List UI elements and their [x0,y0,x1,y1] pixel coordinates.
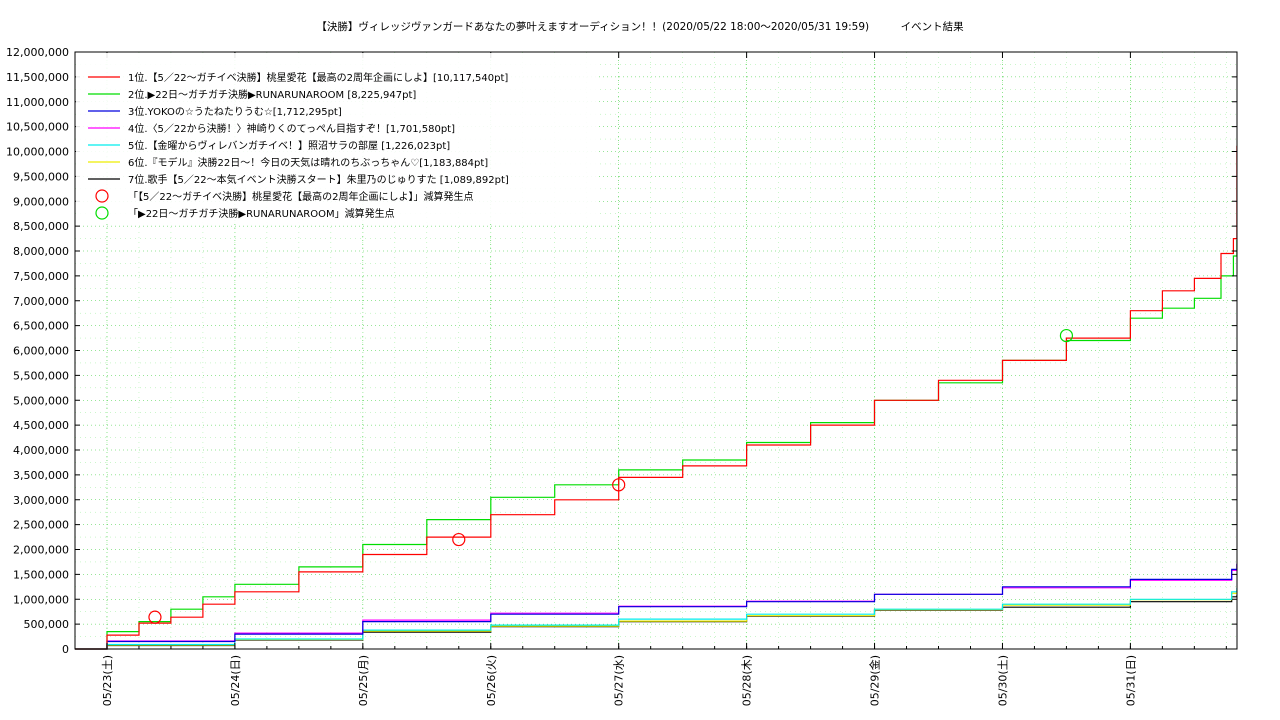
legend-entry: 6位.『モデル』決勝22日〜！今日の天気は晴れのちぶっちゃん♡[1,183,88… [128,156,488,169]
grid-lines [74,52,1237,649]
y-tick-label: 3,500,000 [13,469,69,482]
legend-entry: 1位.【5／22〜ガチイベ決勝】桃星愛花【最高の2周年企画にしよ】[10,117… [128,71,508,84]
legend-background [76,53,596,223]
y-tick-label: 10,000,000 [6,146,69,159]
series-layer [75,145,1238,650]
legend-entry: 「【5／22〜ガチイベ決勝】桃星愛花【最高の2周年企画にしよ】」減算発生点 [128,190,473,203]
y-tick-label: 500,000 [24,618,70,631]
y-tick-label: 1,000,000 [13,593,69,606]
y-tick-label: 11,500,000 [6,71,69,84]
y-tick-label: 7,000,000 [13,295,69,308]
reduction-marker [612,478,626,492]
y-tick-label: 7,500,000 [13,270,69,283]
legend-entry: 5位.【金曜からヴィレバンガチイベ！】照沼サラの部屋 [1,226,023pt] [128,139,450,152]
y-axis: 0 500,000 1,000,000 1,500,000 2,000,000 2,500… [6,46,1237,656]
y-tick-label: 10,500,000 [6,121,69,134]
y-tick-label: 9,500,000 [13,170,69,183]
x-tick-label: 05/29(金) [868,655,882,706]
x-tick-label: 05/30(土) [996,655,1009,706]
x-tick-label: 05/27(水) [613,655,626,706]
y-tick-label: 5,000,000 [13,394,69,407]
y-tick-label: 6,000,000 [13,345,69,358]
y-tick-label: 6,500,000 [13,320,69,333]
series-line [75,594,1238,650]
chart-title: 【決勝】ヴィレッジヴァンガードあなたの夢叶えますオーディション！！(2020/0… [316,21,964,33]
y-tick-label: 8,000,000 [13,245,69,258]
series-line [75,145,1238,650]
marker-layer [148,328,1074,624]
legend-entry: 4位.〈5／22から決勝！〉神崎りくのてっぺん目指すぞ！[1,701,580pt… [128,122,455,135]
y-tick-label: 4,500,000 [13,419,69,432]
y-tick-label: 4,000,000 [13,444,69,457]
y-tick-label: 8,500,000 [13,220,69,233]
y-tick-label: 3,000,000 [13,494,69,507]
legend-entry: 「▶︎22日〜ガチガチ決勝▶︎RUNARUNAROOM」減算発生点 [128,207,395,220]
legend-entry: 3位.YOKOの☆うたねたりうむ☆[1,712,295pt] [128,105,342,118]
y-tick-label: 2,000,000 [13,544,69,557]
reduction-marker [148,610,162,624]
y-tick-label: 2,500,000 [13,519,69,532]
x-tick-label: 05/24(日) [229,655,242,706]
legend-entry: 7位.歌手【5／22〜本気イベント決勝スタート】朱里乃のじゅりすた [1,089… [128,173,509,186]
reduction-marker [1059,328,1074,343]
legend-entry: 2位.▶︎22日〜ガチガチ決勝▶︎RUNARUNAROOM [8,225,947… [128,88,416,101]
x-tick-label: 05/28(木) [741,655,754,706]
legend: 1位.【5／22〜ガチイベ決勝】桃星愛花【最高の2周年企画にしよ】[10,117… [76,53,596,223]
x-tick-label: 05/23(土) [101,655,114,706]
y-tick-label: 0 [62,643,69,656]
y-tick-label: 1,500,000 [13,568,69,581]
y-tick-label: 11,000,000 [6,96,69,109]
y-tick-label: 12,000,000 [6,46,69,59]
x-tick-label: 05/31(日) [1124,655,1137,706]
reduction-marker [452,532,466,547]
x-tick-label: 05/26(火) [485,655,498,706]
x-tick-label: 05/25(月) [357,655,370,706]
series-line [75,563,1238,650]
y-tick-label: 9,000,000 [13,195,69,208]
legend-marker [95,189,109,203]
y-tick-label: 5,500,000 [13,369,69,382]
legend-marker [95,206,109,220]
